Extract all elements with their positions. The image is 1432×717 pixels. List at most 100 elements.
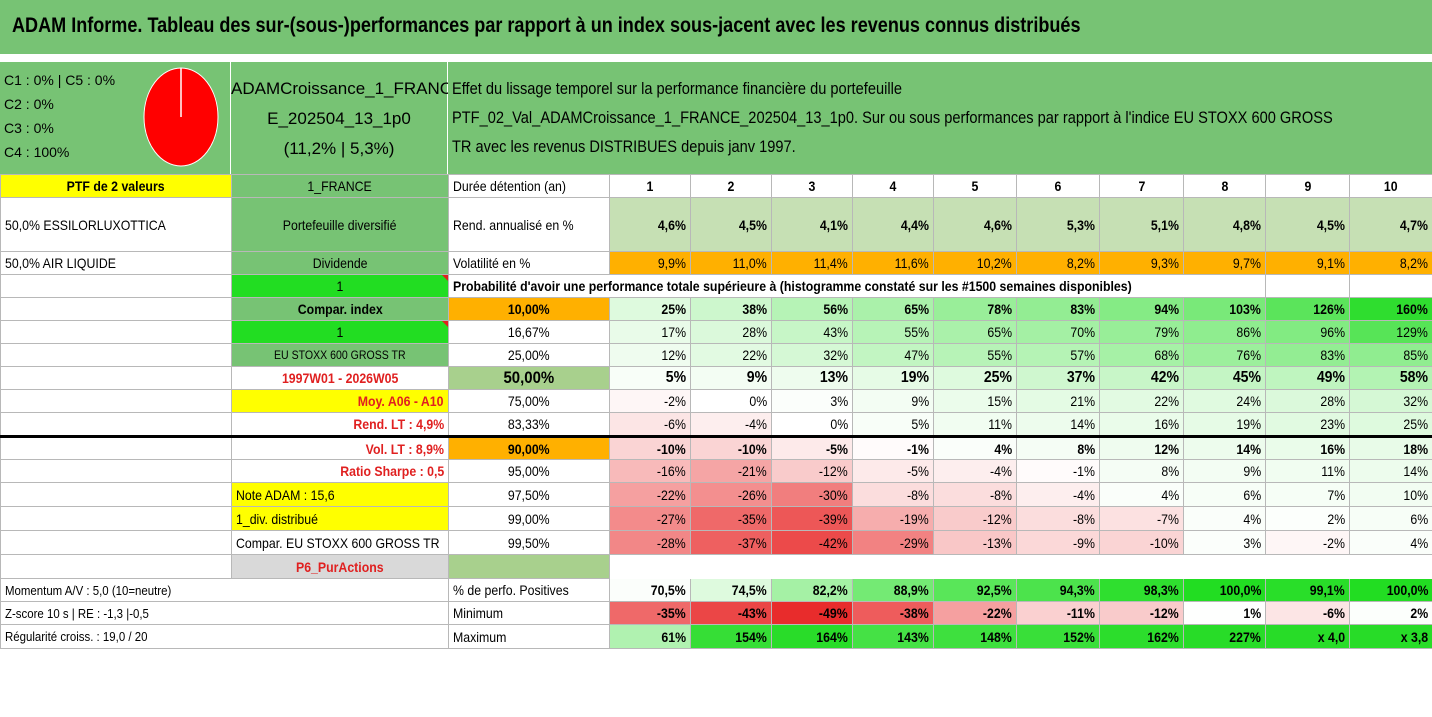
selector-one-a[interactable]: 1 [231,274,449,298]
quantile-3-h2-text: 22% [742,347,767,363]
portfolio-performance: (11,2% | 5,3%) [283,139,395,158]
quantile-4-h3: 13% [771,366,853,390]
quantile-10-h9: 2% [1265,506,1350,531]
quantile-3-h4: 47% [852,343,934,367]
momentum-label: Momentum A/V : 5,0 (10=neutre) [0,578,449,602]
quantile-5-h2-text: 0% [749,393,767,409]
quantile-5-h9-text: 28% [1320,393,1345,409]
quantile-9: 97,50% [448,482,610,507]
max-8-text: 227% [1229,628,1261,645]
quantile-1-h6: 83% [1016,297,1100,321]
quantile-6-h10-text: 25% [1403,416,1428,432]
quantile-8-h9-text: 11% [1321,463,1345,479]
quantile-8-h3-text: -12% [819,463,848,479]
quantile-1-h10: 160% [1349,297,1432,321]
p6-label: P6_PurActions [231,554,449,579]
selector-one-b[interactable]: 1 [231,320,449,344]
quantile-9-h2: -26% [690,482,772,507]
diversified-label-text: Portefeuille diversifié [283,216,397,233]
selector-one-b-text: 1 [336,324,344,340]
max-10: x 3,8 [1349,624,1432,649]
vol-lt-label-text: Vol. LT : 8,9% [365,440,444,457]
table-row: Régularité croiss. : 19,0 / 20 Maximum 61%… [0,624,1432,649]
vol-label: Volatilité en % [448,251,610,275]
empty-right [1265,274,1350,298]
quantile-8-h2: -21% [690,459,772,483]
quantile-3-h8: 76% [1183,343,1266,367]
quantile-7-h7: 12% [1099,435,1184,460]
quantile-8-h8: 9% [1183,459,1266,483]
vol-7-text: 9,3% [1150,255,1179,271]
quantile-9-h6-text: -4% [1073,486,1095,503]
max-4: 143% [852,624,934,649]
moy-label: Moy. A06 - A10 [231,389,449,413]
quantile-2: 16,67% [448,320,610,344]
empty-cell [771,554,853,579]
quantile-4-h6: 37% [1016,366,1100,390]
table-row: 1 Probabilité d'avoir une performance tot… [0,274,1432,298]
allocation-c1-c5: C1 : 0% | C5 : 0% [4,72,116,88]
pos-8-text: 100,0% [1219,582,1261,598]
quantile-6-h10: 25% [1349,412,1432,437]
empty-cell [933,554,1017,579]
max-2-text: 154% [735,628,767,645]
quantile-11-h7-text: -10% [1150,534,1179,551]
title-bar: ADAM Informe. Tableau des sur-(sous-)per… [0,0,1432,58]
horizon-4-text: 4 [889,178,897,194]
quantile-2-h5-text: 65% [987,324,1012,340]
quantile-8-h5-text: -4% [990,463,1012,479]
max-8: 227% [1183,624,1266,649]
rend-lt-label-text: Rend. LT : 4,9% [353,416,444,432]
quantile-11-h4: -29% [852,530,934,555]
vol-7: 9,3% [1099,251,1184,275]
vol-6: 8,2% [1016,251,1100,275]
quantile-6-h6-text: 14% [1070,416,1095,432]
max-5: 148% [933,624,1017,649]
vol-5-text: 10,2% [977,255,1012,271]
empty-cell [852,554,934,579]
rend-2: 4,5% [690,197,772,252]
quantile-3-text: 25,00% [508,347,550,363]
quantile-8-h10-text: 14% [1403,463,1428,479]
quantile-7-h4-text: -1% [907,440,929,457]
quantile-8-h9: 11% [1265,459,1350,483]
quantile-9-h1: -22% [609,482,691,507]
p6-color-cell [448,554,610,579]
allocation-c4: C4 : 100% [4,144,70,160]
quantile-2-h10-text: 129% [1396,324,1428,340]
rend-9-text: 4,5% [1316,216,1345,233]
quantile-1-h1: 25% [609,297,691,321]
quantile-5-h4: 9% [852,389,934,413]
quantile-6: 83,33% [448,412,610,437]
horizon-3-text: 3 [808,178,816,194]
quantile-7: 90,00% [448,435,610,460]
quantile-6-h2: -4% [690,412,772,437]
vol-lt-label: Vol. LT : 8,9% [231,435,449,460]
rend-4: 4,4% [852,197,934,252]
quantile-9-h9-text: 7% [1327,486,1345,503]
pos-8: 100,0% [1183,578,1266,602]
quantile-7-h9: 16% [1265,435,1350,460]
max-3-text: 164% [816,628,848,645]
quantile-1-h3-text: 56% [823,301,848,317]
regularite-label-text: Régularité croiss. : 19,0 / 20 [5,629,148,644]
table-row: EU STOXX 600 GROSS TR 25,00% 12% 22% 32% 47% 5… [0,343,1432,367]
ptf-count-label-text: PTF de 2 valeurs [67,178,165,194]
quantile-2-h9: 96% [1265,320,1350,344]
quantile-1-h9: 126% [1265,297,1350,321]
empty-left [0,530,232,555]
quantile-3-h8-text: 76% [1236,347,1261,363]
quantile-2-h1-text: 17% [661,324,686,340]
quantile-4-h3-text: 13% [819,369,848,386]
compar-label: Compar. EU STOXX 600 GROSS TR [231,530,449,555]
quantile-10-h2: -35% [690,506,772,531]
quantile-10-h4: -19% [852,506,934,531]
pos-3-text: 82,2% [813,582,848,598]
quantile-10-text: 99,00% [508,510,550,527]
quantile-7-h3-text: -5% [826,440,848,457]
quantile-6-h4-text: 5% [911,416,929,432]
rend-7-text: 5,1% [1150,216,1179,233]
portfolio-name-line1: ADAMCroissance_1_FRANC [231,79,453,98]
vol-1: 9,9% [609,251,691,275]
max-9-text: x 4,0 [1317,628,1345,645]
